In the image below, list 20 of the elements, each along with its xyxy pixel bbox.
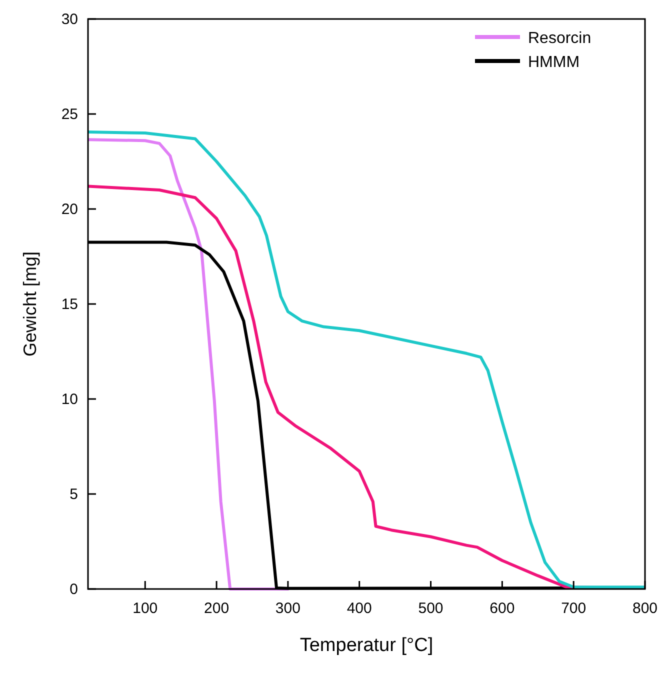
y-tick-label: 20	[61, 201, 78, 218]
x-tick-label: 100	[132, 600, 158, 617]
legend-label: Resorcin	[528, 30, 592, 47]
y-axis-title: Gewicht [mg]	[20, 251, 40, 357]
y-tick-label: 5	[70, 486, 78, 503]
line-series	[88, 138, 290, 590]
y-tick-label: 10	[61, 391, 78, 408]
legend-label: HMMM	[528, 54, 580, 71]
x-tick-label: 800	[632, 600, 658, 617]
y-tick-label: 0	[70, 581, 78, 598]
x-tick-label: 300	[275, 600, 300, 617]
y-tick-label: 15	[61, 296, 78, 313]
x-tick-label: 400	[346, 600, 372, 617]
x-tick-label: 600	[490, 600, 515, 617]
y-tick-label: 30	[61, 11, 78, 28]
y-tick-label: 25	[61, 106, 78, 123]
x-tick-label: 500	[418, 600, 444, 617]
x-axis-title: Temperatur [°C]	[300, 635, 434, 656]
x-tick-label: 200	[204, 600, 230, 617]
x-tick-label: 700	[561, 600, 586, 617]
